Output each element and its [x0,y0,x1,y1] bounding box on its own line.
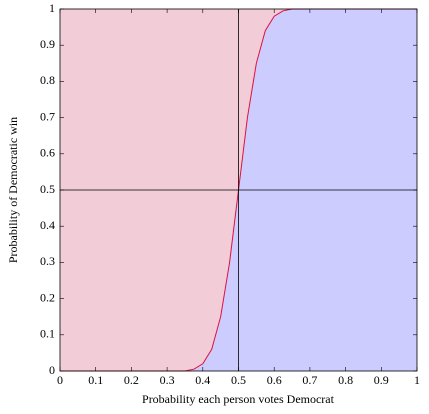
x-axis-label: Probability each person votes Democrat [142,392,335,406]
x-tick-label: 0.1 [88,373,103,387]
y-axis-label: Probability of Democratic win [6,117,20,263]
x-tick-label: 0 [57,373,63,387]
y-tick-label: 0.6 [40,146,55,160]
y-tick-label: 0 [49,363,55,377]
x-tick-label: 0.2 [124,373,139,387]
x-tick-label: 0.9 [374,373,389,387]
y-tick-label: 0.8 [40,73,55,87]
x-tick-label: 0.3 [160,373,175,387]
y-tick-label: 0.5 [40,182,55,196]
y-tick-label: 1 [49,1,55,15]
x-tick-label: 0.8 [338,373,353,387]
x-tick-label: 0.7 [302,373,317,387]
y-tick-label: 0.1 [40,327,55,341]
y-tick-label: 0.2 [40,290,55,304]
x-tick-label: 0.6 [267,373,282,387]
y-tick-label: 0.7 [40,109,55,123]
y-tick-label: 0.9 [40,37,55,51]
y-tick-label: 0.4 [40,218,55,232]
x-tick-label: 1 [414,373,420,387]
x-tick-label: 0.4 [195,373,210,387]
x-tick-label: 0.5 [231,373,246,387]
y-tick-label: 0.3 [40,254,55,268]
